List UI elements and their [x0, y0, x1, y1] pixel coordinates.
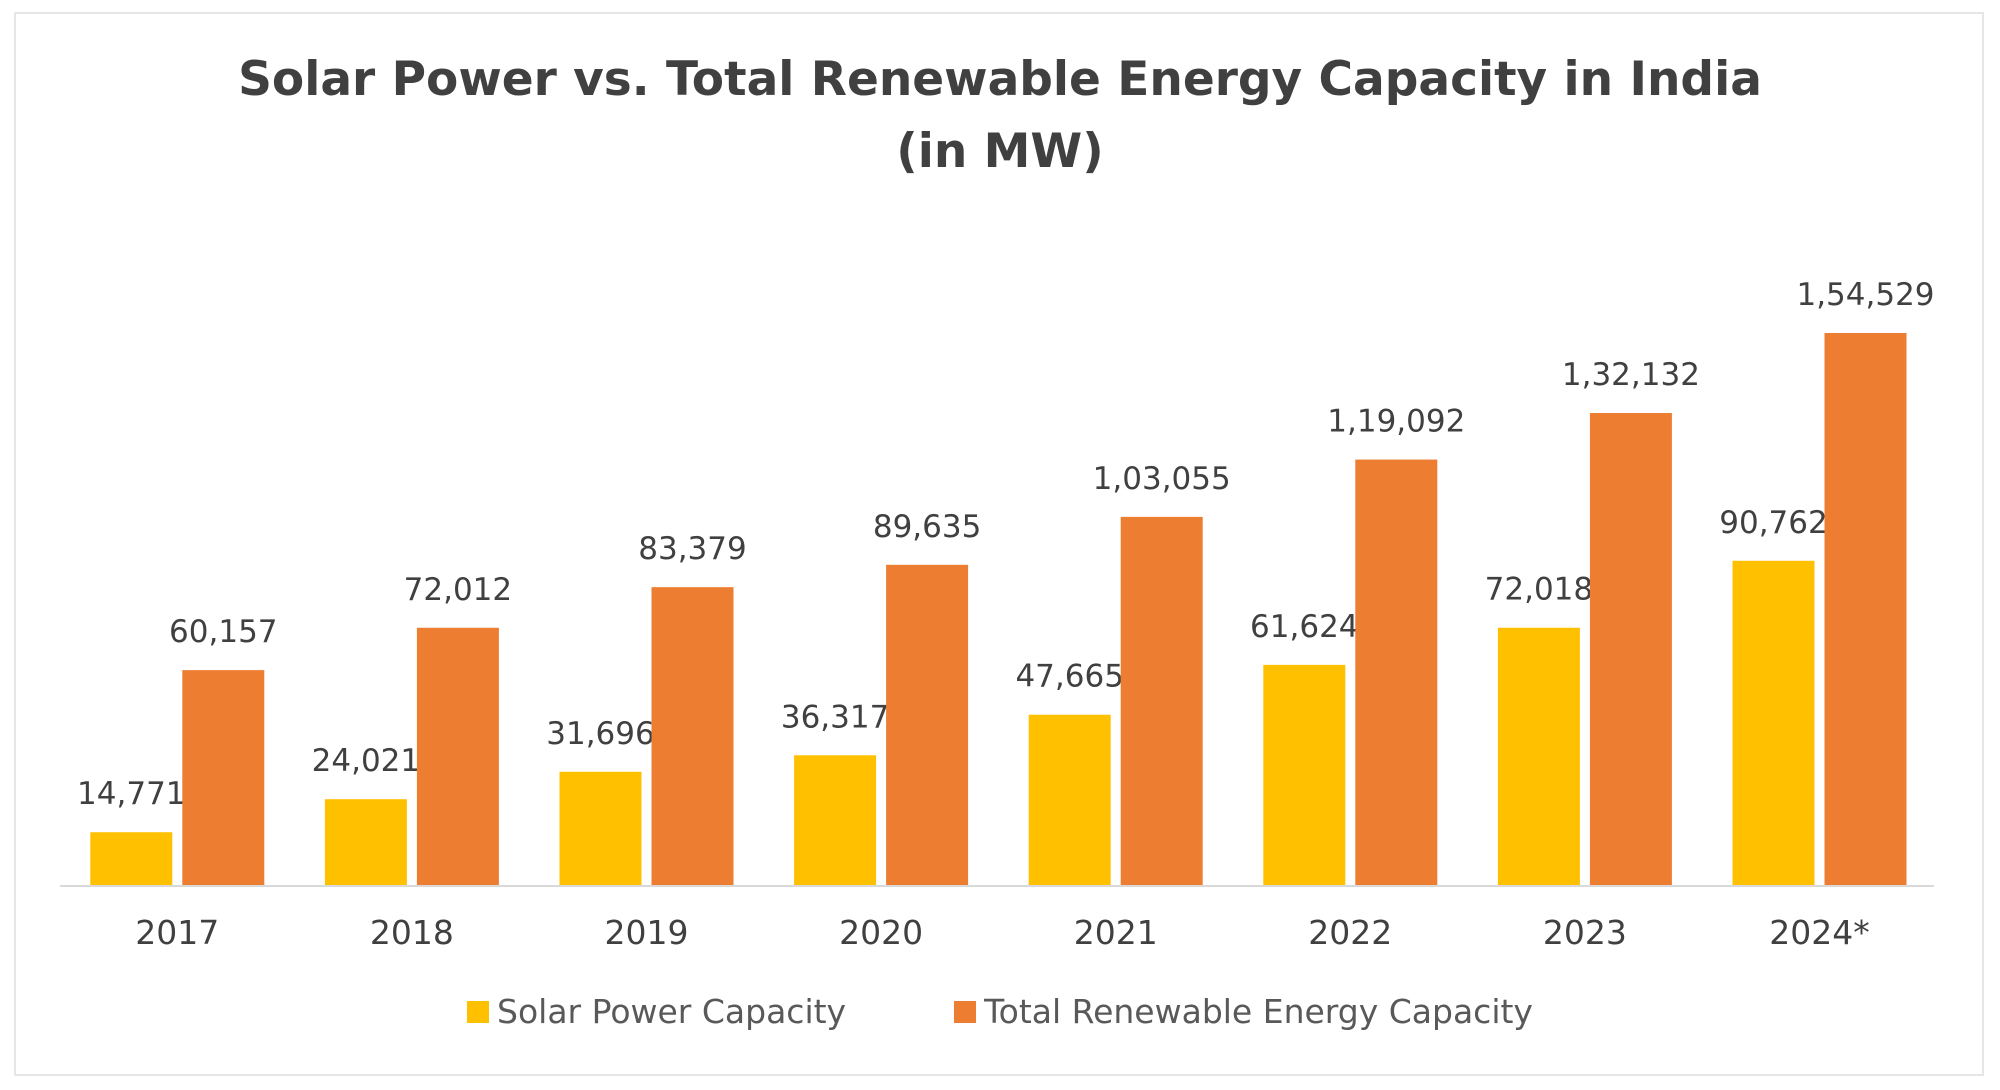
bar-solar-2019: [559, 771, 642, 885]
legend-item-solar: Solar Power Capacity: [467, 992, 846, 1031]
data-label-total-2019: 83,379: [638, 531, 746, 567]
bar-total-2021: [1120, 516, 1203, 885]
bar-total-2019: [651, 587, 734, 885]
data-label-solar-2019: 31,696: [546, 716, 654, 752]
x-tick-label-2020: 2020: [839, 913, 923, 952]
legend-item-total: Total Renewable Energy Capacity: [954, 992, 1533, 1031]
data-label-total-2020: 89,635: [873, 509, 981, 545]
bar-solar-2017: [90, 832, 173, 885]
legend-label-solar: Solar Power Capacity: [497, 992, 847, 1031]
bar-total-2017: [182, 670, 265, 885]
data-label-total-2022: 1,19,092: [1327, 404, 1465, 440]
x-tick-label-2021: 2021: [1074, 913, 1158, 952]
data-label-total-2017: 60,157: [169, 614, 277, 650]
data-label-solar-2020: 36,317: [781, 699, 889, 735]
bar-total-2018: [416, 627, 499, 885]
bar-total-2024*: [1824, 333, 1907, 885]
bar-total-2022: [1355, 459, 1438, 885]
bar-solar-2021: [1028, 714, 1111, 885]
data-label-total-2023: 1,32,132: [1562, 357, 1700, 393]
data-label-solar-2021: 47,665: [1015, 659, 1123, 695]
data-label-total-2018: 72,012: [404, 572, 512, 608]
legend-swatch-total: [954, 1000, 977, 1023]
x-tick-label-2024*: 2024*: [1769, 913, 1869, 952]
data-label-solar-2022: 61,624: [1250, 609, 1358, 645]
data-label-total-2021: 1,03,055: [1093, 461, 1231, 497]
x-tick-label-2018: 2018: [370, 913, 454, 952]
data-label-solar-2024*: 90,762: [1719, 505, 1827, 541]
bar-solar-2022: [1263, 664, 1346, 885]
bar-solar-2023: [1497, 627, 1580, 885]
x-tick-label-2017: 2017: [135, 913, 219, 952]
x-tick-label-2019: 2019: [605, 913, 689, 952]
chart-title: Solar Power vs. Total Renewable Energy C…: [238, 52, 1762, 107]
data-label-solar-2017: 14,771: [77, 776, 185, 812]
chart-subtitle: (in MW): [896, 124, 1104, 179]
x-tick-label-2022: 2022: [1308, 913, 1392, 952]
data-label-solar-2023: 72,018: [1485, 572, 1593, 608]
x-tick-label-2023: 2023: [1543, 913, 1627, 952]
legend-label-total: Total Renewable Energy Capacity: [984, 992, 1533, 1031]
legend: Solar Power Capacity Total Renewable Ene…: [0, 992, 2000, 1031]
bar-solar-2024*: [1732, 560, 1815, 885]
bar-solar-2018: [324, 799, 407, 885]
bar-total-2020: [886, 564, 969, 885]
data-label-solar-2018: 24,021: [312, 743, 420, 779]
data-label-total-2024*: 1,54,529: [1796, 277, 1934, 313]
legend-swatch-solar: [467, 1000, 490, 1023]
bar-solar-2020: [794, 755, 877, 885]
bar-total-2023: [1589, 413, 1672, 885]
